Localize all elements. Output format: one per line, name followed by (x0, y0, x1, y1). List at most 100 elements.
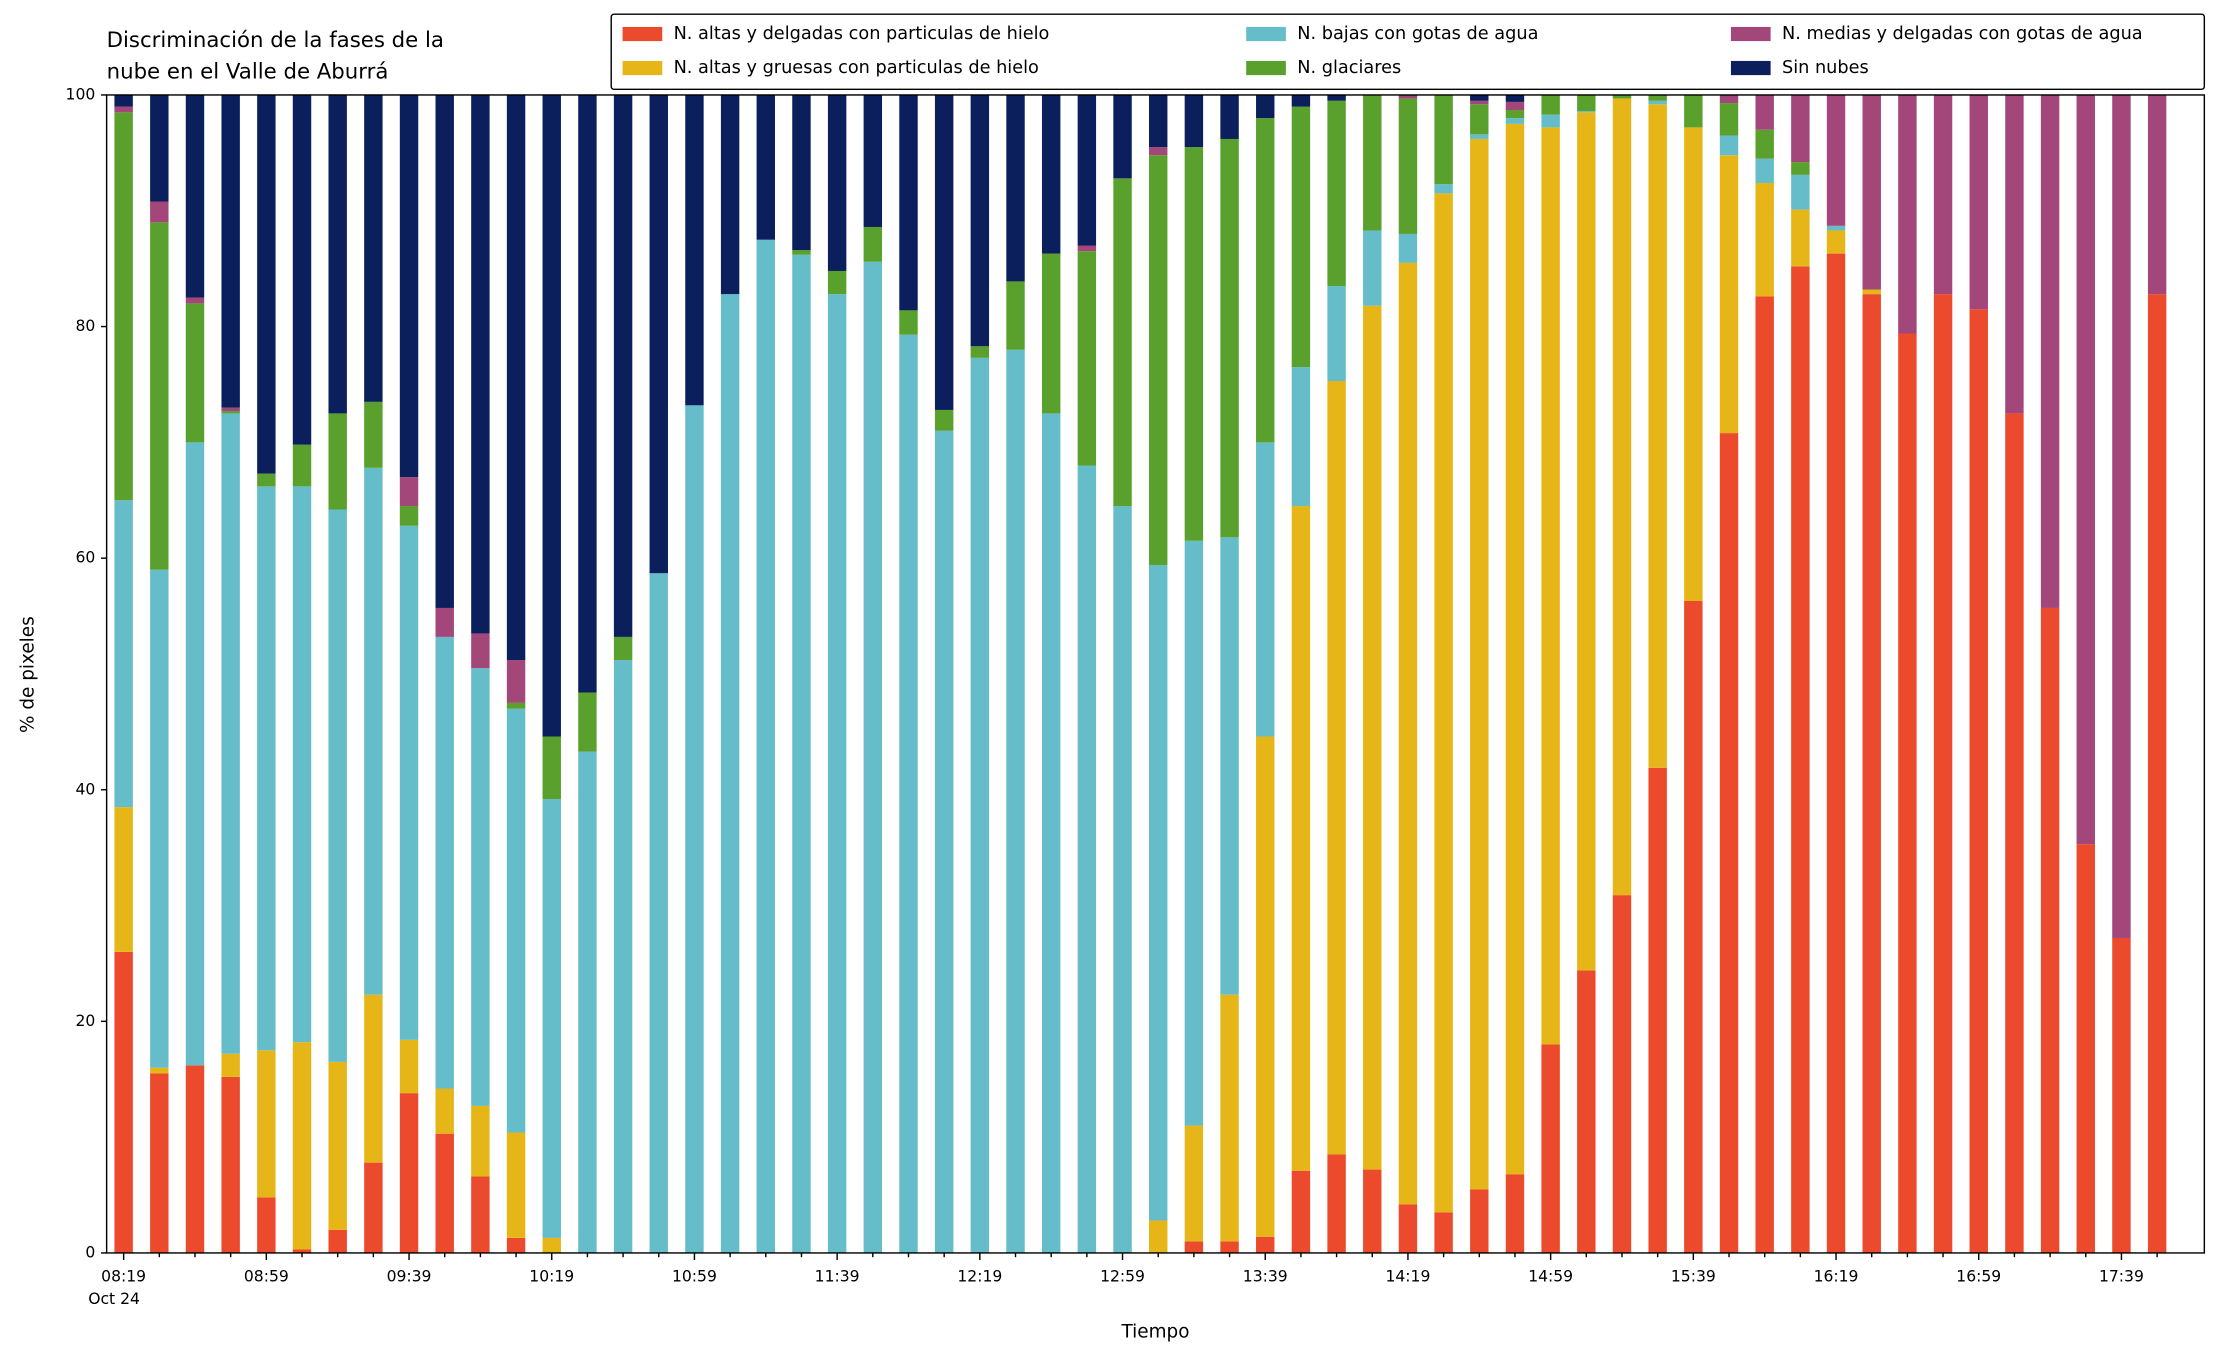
bar-segment (1470, 100, 1489, 105)
y-tick-label: 100 (66, 85, 96, 103)
bar-segment (792, 250, 811, 255)
bar-segment (934, 430, 954, 1253)
bar-segment (1505, 110, 1525, 119)
bar-segment (1113, 506, 1132, 1253)
bar-segment (150, 201, 169, 223)
bar-segment (1969, 309, 1988, 1253)
bar-segment (257, 94, 276, 474)
bar-segment (1898, 333, 1917, 1253)
bar-segment (1648, 100, 1667, 105)
bar-segment (1826, 225, 1846, 231)
bar-segment (399, 506, 419, 526)
legend-label: Sin nubes (1782, 58, 1869, 78)
y-tick-label: 80 (75, 317, 95, 335)
bar-segment (1826, 253, 1846, 1253)
bar-segment (114, 807, 133, 952)
bar-segment (542, 736, 561, 800)
bar-segment (613, 94, 633, 637)
bar-segment (1184, 1125, 1204, 1242)
bar-segment (1541, 94, 1560, 115)
bar-segment (1470, 134, 1489, 139)
bar-segment (1826, 230, 1846, 254)
y-tick-label: 40 (75, 780, 95, 798)
bar-segment (1505, 94, 1525, 102)
bar-segment (1470, 94, 1489, 101)
bar-segment (1149, 147, 1168, 156)
legend-label: N. glaciares (1297, 58, 1401, 78)
bar-segment (1363, 230, 1382, 306)
bar-segment (1648, 767, 1667, 1253)
bar-segment (185, 1065, 205, 1253)
bar-segment (1220, 1241, 1239, 1253)
bar-segment (1505, 101, 1525, 111)
x-tick-label: 10:59 (672, 1268, 717, 1286)
bar-segment (2076, 94, 2095, 845)
x-tick-label: 13:39 (1243, 1268, 1288, 1286)
bar-segment (685, 405, 704, 1253)
bar-segment (1612, 98, 1632, 896)
bar-segment (863, 261, 883, 1253)
bar-segment (114, 500, 133, 808)
bar-segment (1470, 1189, 1489, 1253)
bar-segment (720, 94, 740, 295)
bar-segment (578, 692, 597, 752)
bar-segment (471, 1105, 490, 1177)
bar-segment (1684, 127, 1703, 602)
bar-segment (2005, 94, 2024, 414)
legend-label: N. bajas con gotas de agua (1297, 24, 1538, 44)
bar-segment (221, 413, 240, 1054)
bar-segment (578, 94, 597, 693)
bar-segment (1648, 94, 1667, 101)
bar-segment (1220, 994, 1239, 1242)
bar-segment (827, 94, 847, 271)
bar-segment (185, 303, 205, 443)
bar-segment (970, 94, 990, 347)
bar-segment (1327, 100, 1346, 287)
bar-segment (542, 1237, 561, 1253)
bar-segment (1719, 155, 1739, 434)
x-tick-label: 09:39 (387, 1268, 432, 1286)
chart-title: Discriminación de la fases de la (107, 28, 444, 53)
y-tick-label: 20 (75, 1012, 95, 1030)
bar-segment (1541, 1044, 1560, 1253)
bar-segment (1398, 98, 1418, 234)
bar-segment (1719, 135, 1739, 156)
bar-segment (114, 106, 133, 113)
bar-segment (1363, 305, 1382, 1170)
legend-swatch (1246, 26, 1286, 42)
bar-segment (221, 94, 240, 408)
legend-swatch (1730, 60, 1771, 76)
bar-segment (292, 94, 312, 445)
bar-segment (649, 573, 668, 1253)
bar-segment (649, 94, 668, 574)
bar-segment (863, 94, 883, 227)
bar-segment (1398, 1204, 1418, 1253)
x-tick-label: 08:19 (101, 1268, 146, 1286)
bar-segment (150, 222, 169, 570)
bar-segment (1184, 147, 1204, 541)
bar-segment (2147, 94, 2167, 295)
bar-segment (1077, 94, 1097, 246)
bar-segment (2147, 294, 2167, 1253)
x-tick-label: 14:59 (1528, 1268, 1573, 1286)
bar-segment (399, 477, 419, 507)
bar-segment (1755, 296, 1774, 1253)
bar-segment (1933, 294, 1953, 1253)
bar-segment (1256, 442, 1275, 737)
bar-segment (471, 1176, 490, 1253)
bar-segment (1434, 184, 1453, 194)
chart-title: nube en el Valle de Aburrá (107, 59, 389, 84)
bar-segment (1505, 118, 1525, 124)
bar-segment (1184, 540, 1204, 1126)
bar-segment (1933, 94, 1953, 295)
bar-segment (1541, 114, 1560, 128)
x-tick-label: 10:19 (529, 1268, 574, 1286)
bar-segment (934, 409, 954, 431)
bar-segment (1755, 158, 1774, 183)
bar-segment (257, 486, 276, 1051)
bar-segment (506, 1237, 526, 1253)
bar-segment (1256, 94, 1275, 119)
bar-segment (1291, 106, 1311, 368)
bar-segment (435, 94, 454, 608)
